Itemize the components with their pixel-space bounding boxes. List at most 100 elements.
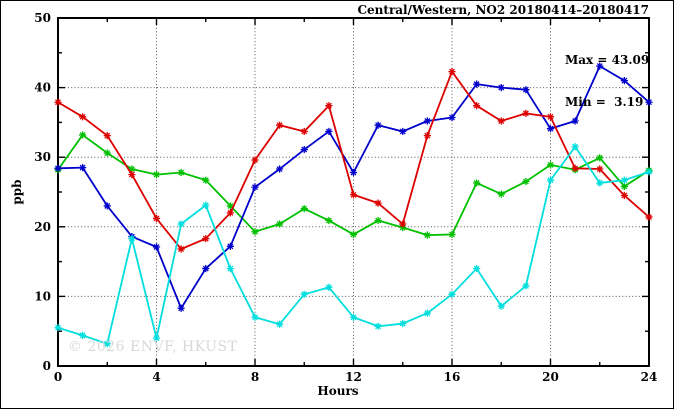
series-cyan-marker [177,220,185,228]
series-blue-marker [177,304,185,312]
series-red-marker [645,213,653,221]
series-blue-marker [546,125,555,133]
series-green-marker [251,228,259,236]
series-red-marker [497,117,505,125]
series-red-marker [128,171,136,179]
series-blue-marker [152,243,161,251]
series-blue-marker [645,98,653,106]
series-blue-marker [620,77,628,85]
series-cyan-marker [620,176,628,184]
series-green-marker [473,179,481,187]
series-red-marker [596,165,604,173]
series-red-marker [152,214,161,223]
series-red-marker [473,102,481,110]
series-green-marker [226,202,234,210]
y-tick-label: 20 [34,220,51,234]
series-blue-marker [226,242,234,250]
series-green-marker [448,230,456,239]
series-blue-marker [374,121,382,129]
chart-title: Central/Western, NO2 20180414–20180417 [357,3,649,17]
series-blue-marker [251,183,259,191]
series-green-marker [300,205,308,213]
series-green-marker [620,182,628,191]
series-red-marker [620,191,628,200]
series-green-marker [546,161,555,169]
x-tick-label: 4 [152,370,160,384]
series-green-marker [152,171,161,179]
series-red-marker [571,164,579,172]
series-blue-marker [202,264,210,273]
x-tick-label: 20 [542,370,559,384]
min-annotation: Min = 3.19 [565,95,644,109]
series-red-marker [423,132,431,140]
y-tick-label: 50 [34,11,51,25]
series-green-marker [202,176,210,184]
series-blue-marker [497,84,505,92]
series-green-marker [349,230,358,239]
plot-border [57,17,650,367]
series-green-marker [423,231,431,239]
series-blue-marker [349,168,358,177]
x-tick-label: 16 [444,370,461,384]
series-green-marker [103,149,111,157]
series-cyan-marker [522,282,530,290]
y-tick-label: 30 [34,150,51,164]
series-cyan-marker [473,264,481,273]
series-red-marker [226,209,234,217]
series-blue-marker [103,202,111,210]
series-red-marker [177,245,185,253]
series-red-marker [251,156,259,164]
series-cyan-marker [399,319,407,328]
series-blue-marker [571,117,579,125]
series-cyan-marker [448,290,456,298]
series-red-marker [54,98,62,106]
series-red-marker [546,113,555,121]
series-cyan-marker [79,331,87,339]
series-green-marker [276,220,284,228]
series-green-marker [325,216,333,225]
series-cyan-marker [596,179,604,187]
series-green-marker [177,168,185,177]
series-cyan-marker [103,340,111,348]
x-axis-label: Hours [317,384,359,398]
series-red-marker [103,132,111,140]
series-cyan-marker [546,176,555,184]
series-cyan-marker [571,143,579,151]
series-green-marker [497,190,505,198]
series-cyan-marker [251,313,259,321]
x-tick-label: 8 [251,370,259,384]
series-cyan-marker [325,283,333,291]
series-cyan-marker [645,168,653,176]
series-red-marker [349,191,358,199]
y-tick-label: 10 [34,289,51,303]
series-cyan-marker [226,264,234,273]
series-red-marker [79,113,87,121]
x-tick-label: 0 [54,370,62,384]
series-blue-marker [54,164,62,172]
x-tick-label: 24 [641,370,658,384]
series-red-marker [374,199,382,207]
series-cyan-marker [423,309,431,317]
stats-annotation: Max = 43.09 Min = 3.19 [565,25,649,137]
series-blue-marker [596,62,604,70]
series-red-marker [399,220,407,228]
series-cyan-marker [300,290,308,298]
series-blue-marker [276,165,284,173]
y-axis-label: ppb [10,179,24,205]
series-red-marker [276,121,284,129]
series-blue-marker [399,127,407,136]
series-cyan-marker [349,313,358,321]
y-tick-label: 0 [43,359,51,373]
y-tick-label: 40 [34,81,51,95]
series-cyan-marker [152,334,161,342]
series-green-marker [79,131,87,139]
watermark: © 2026 ENVF, HKUST [68,339,238,355]
series-blue-marker [325,127,333,136]
max-annotation: Max = 43.09 [565,53,650,67]
series-red-marker [300,127,308,136]
series-red-marker [325,102,333,110]
series-green-marker [522,177,530,186]
series-cyan-marker [202,201,210,209]
